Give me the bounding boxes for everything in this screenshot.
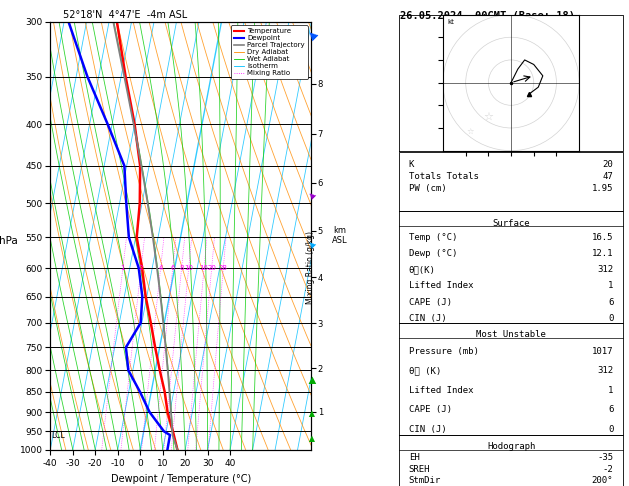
Text: Temp (°C): Temp (°C) — [409, 233, 457, 242]
Text: ▶: ▶ — [308, 434, 317, 441]
Y-axis label: hPa: hPa — [0, 236, 18, 246]
Text: K: K — [409, 160, 415, 170]
Text: 1: 1 — [121, 265, 125, 271]
Text: StmDir: StmDir — [409, 476, 441, 485]
Text: 4: 4 — [159, 265, 163, 271]
Text: 16.5: 16.5 — [592, 233, 613, 242]
Text: Lifted Index: Lifted Index — [409, 281, 474, 291]
Text: 26.05.2024  00GMT (Base: 18): 26.05.2024 00GMT (Base: 18) — [400, 11, 575, 21]
Text: 1.95: 1.95 — [592, 184, 613, 193]
Text: 20: 20 — [207, 265, 216, 271]
Text: 2: 2 — [139, 265, 143, 271]
Text: CIN (J): CIN (J) — [409, 314, 447, 323]
Text: 200°: 200° — [592, 476, 613, 485]
Text: SREH: SREH — [409, 465, 430, 474]
Text: 10: 10 — [184, 265, 193, 271]
Text: 6: 6 — [170, 265, 175, 271]
Text: θᴄ (K): θᴄ (K) — [409, 366, 441, 375]
Text: ▶: ▶ — [307, 238, 318, 248]
Text: θᴄ(K): θᴄ(K) — [409, 265, 436, 274]
Text: Totals Totals: Totals Totals — [409, 172, 479, 181]
Text: LCL: LCL — [52, 431, 65, 439]
Text: -35: -35 — [597, 453, 613, 462]
Text: 0: 0 — [608, 314, 613, 323]
Text: CIN (J): CIN (J) — [409, 425, 447, 434]
Text: 20: 20 — [603, 160, 613, 170]
Text: Surface: Surface — [493, 219, 530, 228]
Text: Lifted Index: Lifted Index — [409, 386, 474, 395]
Text: ▶: ▶ — [307, 189, 318, 200]
Text: 6: 6 — [608, 405, 613, 414]
Text: 47: 47 — [603, 172, 613, 181]
Text: 28: 28 — [219, 265, 228, 271]
Text: 312: 312 — [597, 366, 613, 375]
Text: Mixing Ratio (g/kg): Mixing Ratio (g/kg) — [306, 231, 315, 304]
Text: 312: 312 — [597, 265, 613, 274]
Text: Hodograph: Hodograph — [487, 442, 535, 451]
Legend: Temperature, Dewpoint, Parcel Trajectory, Dry Adiabat, Wet Adiabat, Isotherm, Mi: Temperature, Dewpoint, Parcel Trajectory… — [231, 25, 308, 79]
Text: PW (cm): PW (cm) — [409, 184, 447, 193]
Text: Pressure (mb): Pressure (mb) — [409, 347, 479, 356]
Text: CAPE (J): CAPE (J) — [409, 405, 452, 414]
Text: ▶: ▶ — [306, 28, 319, 40]
Text: Dewp (°C): Dewp (°C) — [409, 249, 457, 258]
Text: EH: EH — [409, 453, 420, 462]
Text: 1: 1 — [608, 281, 613, 291]
Text: 8: 8 — [179, 265, 184, 271]
Text: 12.1: 12.1 — [592, 249, 613, 258]
Text: 1: 1 — [608, 386, 613, 395]
Text: -2: -2 — [603, 465, 613, 474]
Text: 1017: 1017 — [592, 347, 613, 356]
Text: Most Unstable: Most Unstable — [476, 330, 546, 340]
Text: 0: 0 — [608, 425, 613, 434]
Text: 6: 6 — [608, 297, 613, 307]
Text: 52°18'N  4°47'E  -4m ASL: 52°18'N 4°47'E -4m ASL — [64, 10, 187, 20]
Text: ▶: ▶ — [308, 375, 318, 383]
X-axis label: Dewpoint / Temperature (°C): Dewpoint / Temperature (°C) — [111, 474, 251, 484]
Text: CAPE (J): CAPE (J) — [409, 297, 452, 307]
Y-axis label: km
ASL: km ASL — [332, 226, 347, 245]
Text: 16: 16 — [199, 265, 209, 271]
Text: ▶: ▶ — [308, 410, 317, 417]
